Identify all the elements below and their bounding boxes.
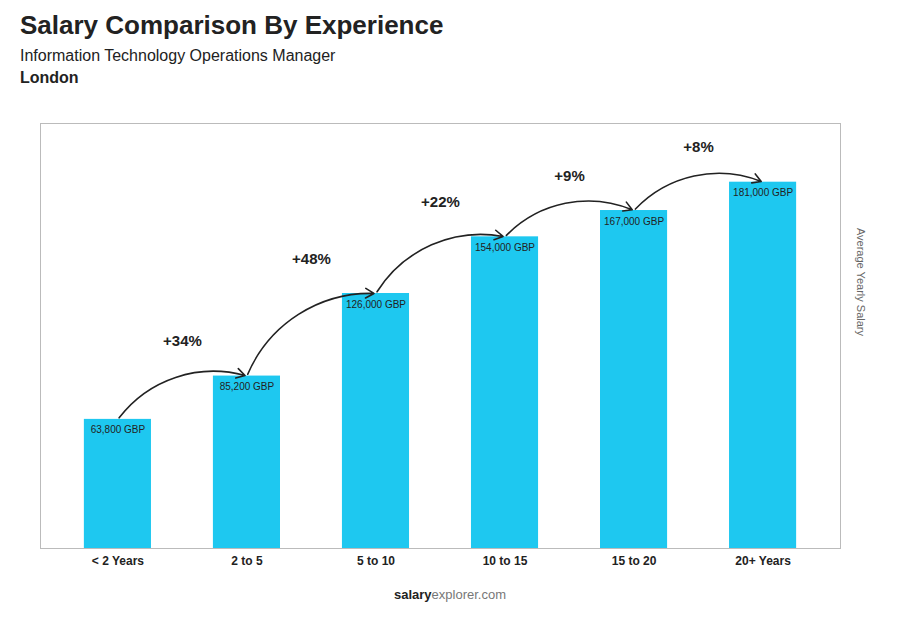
svg-text:85,200 GBP: 85,200 GBP [220,381,275,392]
svg-text:20+ Years: 20+ Years [735,554,791,568]
svg-text:+34%: +34% [163,332,202,349]
svg-text:< 2 Years: < 2 Years [92,554,144,568]
svg-text:+8%: +8% [683,138,713,155]
svg-text:154,000 GBP: 154,000 GBP [475,242,535,253]
svg-text:181,000 GBP: 181,000 GBP [733,187,793,198]
svg-text:63,800 GBP: 63,800 GBP [91,424,146,435]
svg-text:167,000 GBP: 167,000 GBP [604,216,664,227]
svg-text:+48%: +48% [292,250,331,267]
svg-text:15 to 20: 15 to 20 [612,554,657,568]
svg-text:5 to 10: 5 to 10 [357,554,395,568]
svg-text:+9%: +9% [554,167,584,184]
svg-text:+22%: +22% [421,193,460,210]
svg-text:2 to 5: 2 to 5 [231,554,263,568]
svg-text:10 to 15: 10 to 15 [483,554,528,568]
html-text:salary explorer.com: salary explorer.com [394,587,506,602]
html-text:Salary Comparison By Experienc: Salary Comparison By Experience [20,10,444,40]
html-text:Information Technology Operati: Information Technology Operations Manage… [20,47,336,64]
svg-text:Average Yearly Salary: Average Yearly Salary [855,228,867,337]
html-text:London: London [20,69,79,86]
svg-text:126,000 GBP: 126,000 GBP [346,299,406,310]
